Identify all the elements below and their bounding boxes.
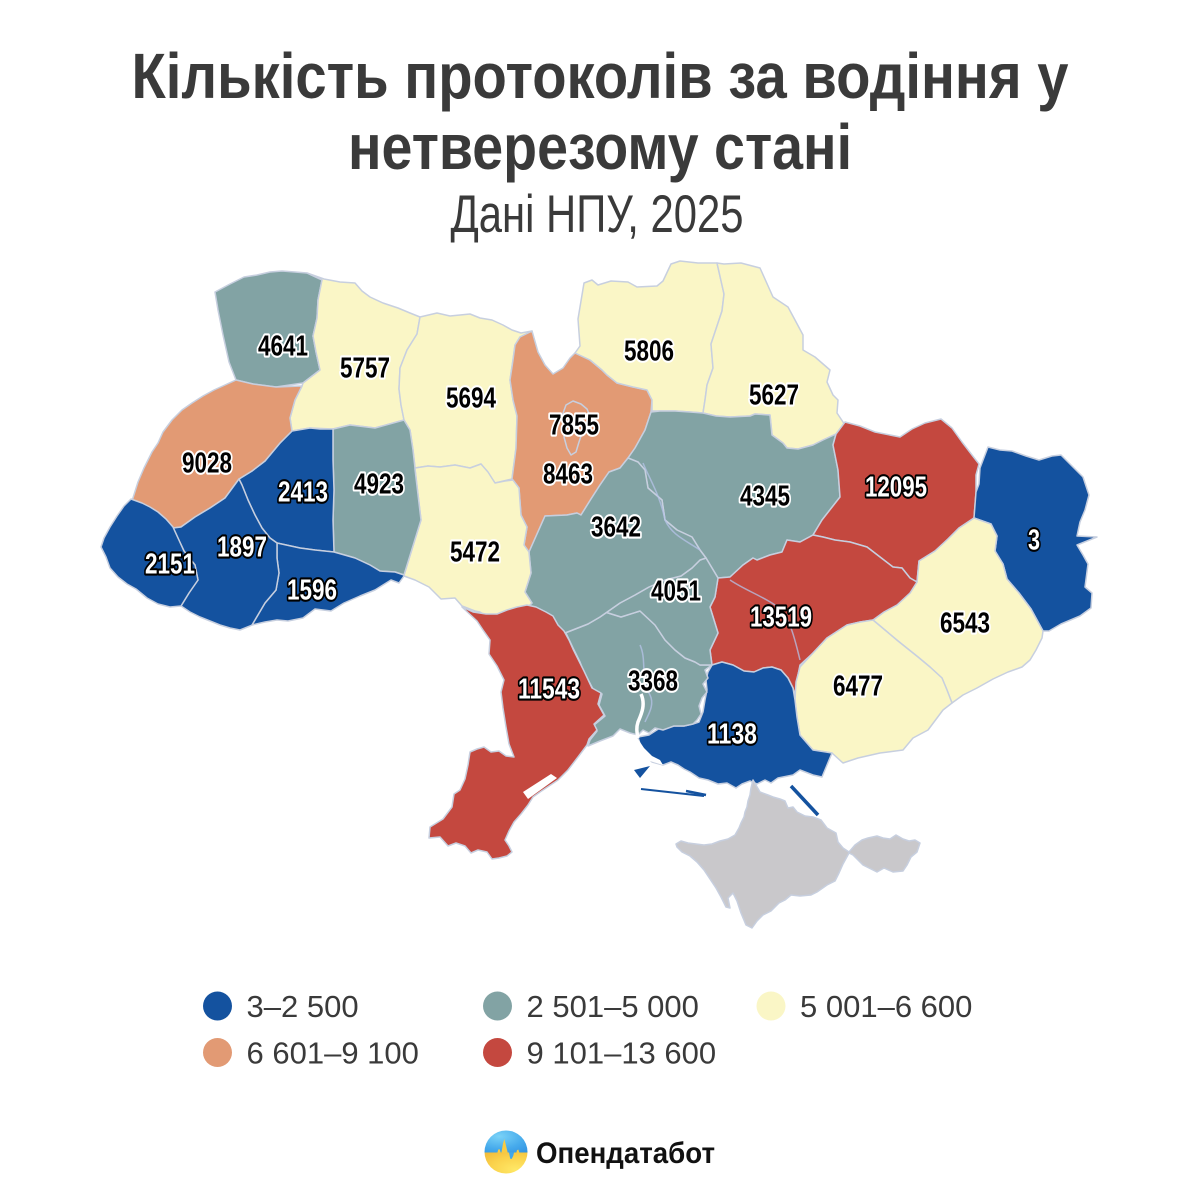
svg-text:5694: 5694 — [446, 383, 496, 415]
svg-text:13519: 13519 — [750, 602, 812, 634]
svg-text:Кількість протоколів за водінн: Кількість протоколів за водіння у — [132, 40, 1069, 112]
svg-text:9028: 9028 — [182, 448, 232, 480]
svg-text:6 601–9 100: 6 601–9 100 — [247, 1036, 419, 1071]
svg-text:6477: 6477 — [833, 671, 883, 703]
svg-text:1596: 1596 — [287, 575, 337, 607]
svg-text:5627: 5627 — [749, 380, 799, 412]
svg-text:2151: 2151 — [145, 549, 195, 581]
svg-text:1138: 1138 — [707, 719, 757, 751]
svg-text:8463: 8463 — [543, 459, 593, 491]
svg-text:2 501–5 000: 2 501–5 000 — [527, 989, 699, 1024]
svg-text:9 101–13 600: 9 101–13 600 — [527, 1036, 717, 1071]
svg-text:5 001–6 600: 5 001–6 600 — [800, 989, 972, 1024]
svg-text:3642: 3642 — [591, 512, 641, 544]
svg-text:5806: 5806 — [624, 336, 674, 368]
svg-text:6543: 6543 — [940, 608, 990, 640]
svg-text:1897: 1897 — [217, 532, 267, 564]
svg-text:3–2 500: 3–2 500 — [247, 989, 359, 1024]
svg-text:нетверезому стані: нетверезому стані — [348, 111, 852, 183]
svg-text:5472: 5472 — [450, 537, 500, 569]
svg-text:4345: 4345 — [740, 481, 790, 513]
svg-text:3368: 3368 — [628, 666, 678, 698]
svg-text:4641: 4641 — [258, 331, 308, 363]
svg-text:4051: 4051 — [651, 576, 701, 608]
svg-text:5757: 5757 — [340, 353, 390, 385]
svg-text:3: 3 — [1028, 525, 1040, 557]
svg-text:Дані НПУ, 2025: Дані НПУ, 2025 — [451, 185, 744, 244]
svg-text:7855: 7855 — [549, 410, 599, 442]
svg-text:4923: 4923 — [354, 469, 404, 501]
svg-text:Опендатабот: Опендатабот — [536, 1137, 715, 1170]
svg-text:11543: 11543 — [518, 674, 580, 706]
svg-text:12095: 12095 — [865, 472, 927, 504]
svg-text:2413: 2413 — [278, 477, 328, 509]
